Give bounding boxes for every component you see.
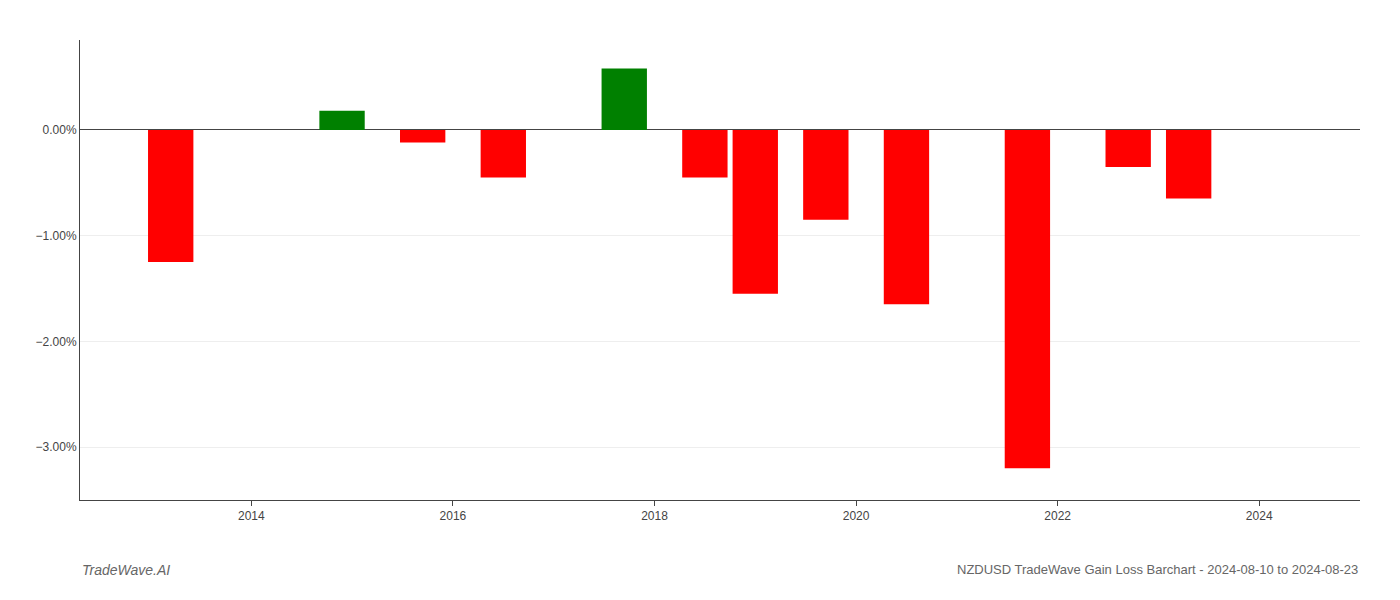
svg-text:−1.00%: −1.00% (36, 229, 77, 243)
svg-text:0.00%: 0.00% (43, 123, 77, 137)
svg-text:NZDUSD TradeWave Gain Loss Bar: NZDUSD TradeWave Gain Loss Barchart - 20… (957, 562, 1358, 577)
svg-text:−3.00%: −3.00% (36, 440, 77, 454)
svg-text:TradeWave.AI: TradeWave.AI (82, 562, 170, 578)
svg-text:−2.00%: −2.00% (36, 335, 77, 349)
svg-text:2016: 2016 (440, 509, 467, 523)
svg-text:2022: 2022 (1044, 509, 1071, 523)
svg-text:2024: 2024 (1246, 509, 1273, 523)
svg-text:2018: 2018 (641, 509, 668, 523)
svg-text:2020: 2020 (843, 509, 870, 523)
svg-text:2014: 2014 (238, 509, 265, 523)
